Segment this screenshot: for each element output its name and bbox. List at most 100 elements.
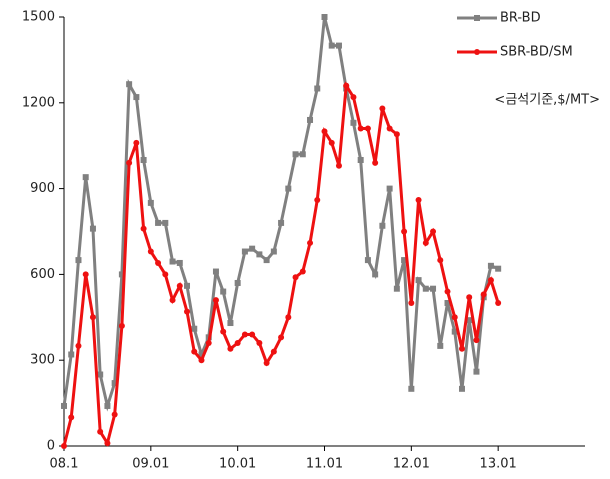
point bbox=[364, 257, 371, 264]
point bbox=[444, 288, 451, 295]
x-tick-label: 11.01 bbox=[306, 457, 343, 472]
point bbox=[155, 259, 162, 266]
point bbox=[451, 314, 458, 321]
point bbox=[321, 128, 328, 135]
point bbox=[364, 125, 371, 132]
point bbox=[343, 82, 350, 89]
point bbox=[379, 222, 386, 229]
point bbox=[444, 300, 451, 306]
point bbox=[357, 157, 364, 163]
point bbox=[234, 340, 241, 347]
point bbox=[234, 279, 241, 286]
point bbox=[335, 162, 342, 169]
point bbox=[386, 125, 393, 132]
point bbox=[104, 402, 111, 409]
point bbox=[118, 271, 125, 278]
point bbox=[393, 285, 400, 292]
point bbox=[147, 248, 154, 255]
point bbox=[328, 139, 335, 146]
point bbox=[241, 248, 248, 255]
point bbox=[386, 185, 393, 192]
point bbox=[191, 348, 198, 355]
point bbox=[126, 81, 133, 88]
point bbox=[61, 443, 67, 449]
point bbox=[184, 282, 191, 289]
point bbox=[147, 199, 154, 206]
legend-label: BR-BD bbox=[500, 11, 541, 26]
point bbox=[357, 125, 364, 132]
point bbox=[118, 322, 125, 329]
x-tick-label: 13.01 bbox=[480, 457, 517, 472]
point bbox=[126, 159, 133, 166]
x-tick-label: 08.1 bbox=[50, 457, 79, 472]
point bbox=[89, 314, 96, 321]
point bbox=[89, 225, 96, 232]
point bbox=[307, 116, 314, 123]
series-line bbox=[62, 81, 500, 447]
point bbox=[169, 258, 176, 265]
point bbox=[401, 257, 408, 264]
point bbox=[227, 345, 234, 352]
point bbox=[82, 174, 89, 181]
point bbox=[278, 219, 285, 226]
x-tick-label: 12.01 bbox=[393, 457, 430, 472]
point bbox=[198, 351, 205, 358]
point bbox=[82, 271, 89, 278]
point bbox=[198, 357, 205, 364]
point bbox=[111, 411, 118, 418]
point bbox=[249, 331, 256, 338]
point bbox=[487, 262, 494, 269]
y-tick-label: 600 bbox=[30, 267, 55, 282]
point bbox=[212, 268, 219, 275]
point bbox=[292, 151, 299, 158]
point bbox=[473, 368, 480, 375]
point bbox=[184, 308, 191, 315]
point bbox=[176, 282, 183, 289]
point bbox=[140, 157, 147, 163]
point bbox=[155, 219, 162, 226]
point bbox=[104, 440, 111, 447]
point bbox=[473, 337, 480, 344]
point bbox=[249, 245, 256, 252]
point bbox=[415, 277, 422, 284]
point bbox=[495, 265, 502, 272]
point bbox=[422, 239, 429, 246]
annotation: <금석기준,$/MT> bbox=[494, 93, 600, 108]
point bbox=[372, 159, 379, 166]
point bbox=[495, 300, 502, 306]
point bbox=[61, 402, 67, 409]
legend-marker bbox=[474, 49, 480, 55]
point bbox=[299, 268, 306, 275]
point bbox=[307, 239, 314, 246]
point bbox=[133, 94, 140, 101]
point bbox=[458, 345, 465, 352]
y-tick-label: 300 bbox=[30, 353, 55, 368]
point bbox=[328, 42, 335, 49]
point bbox=[270, 248, 277, 255]
point bbox=[212, 297, 219, 304]
point bbox=[466, 317, 473, 324]
point bbox=[379, 105, 386, 112]
point bbox=[285, 314, 292, 321]
x-tick-label: 10.01 bbox=[219, 457, 256, 472]
point bbox=[162, 219, 169, 226]
point bbox=[487, 277, 494, 284]
point bbox=[393, 131, 400, 138]
point bbox=[75, 342, 82, 349]
point bbox=[437, 257, 444, 264]
point bbox=[256, 251, 263, 258]
point bbox=[430, 228, 437, 235]
point bbox=[227, 320, 234, 327]
point bbox=[241, 331, 248, 338]
point bbox=[256, 340, 263, 347]
point bbox=[220, 288, 227, 295]
point bbox=[97, 371, 104, 378]
legend-label: SBR-BD/SM bbox=[500, 45, 573, 60]
point bbox=[68, 351, 75, 358]
point bbox=[437, 342, 444, 349]
point bbox=[350, 94, 357, 101]
point bbox=[372, 271, 379, 278]
point bbox=[299, 151, 306, 158]
point bbox=[422, 285, 429, 292]
